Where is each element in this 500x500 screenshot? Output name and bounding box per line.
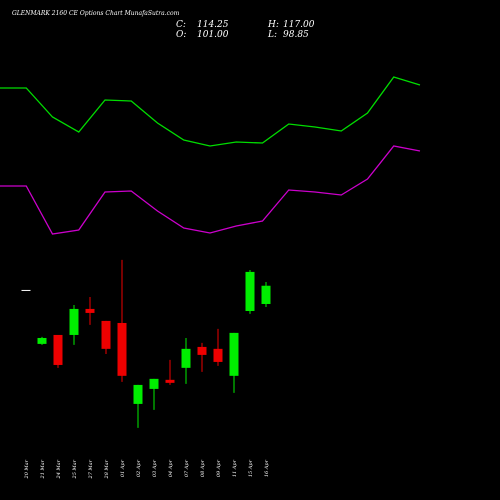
candle-body (149, 378, 159, 389)
candle-body (261, 285, 271, 304)
candle-body (101, 320, 111, 349)
open-value: 101.00 (197, 30, 229, 40)
x-tick-label: 20 Mar (24, 459, 30, 479)
candle-body (117, 322, 127, 376)
x-tick-label: 24 Mar (56, 459, 62, 479)
candle-body (53, 334, 63, 365)
close-label: C: (176, 20, 186, 30)
chart-title: GLENMARK 2160 CE Options Chart MunafaSut… (12, 10, 180, 17)
x-tick-label: 03 Apr (152, 459, 158, 477)
candle-body (229, 332, 239, 376)
x-tick-label: 07 Apr (184, 459, 190, 477)
overlay-line (0, 76, 421, 147)
x-tick-label: 04 Apr (168, 459, 174, 477)
x-tick-label: 21 Mar (40, 459, 46, 479)
x-tick-label: 27 Mar (88, 459, 94, 479)
low-value: 98.85 (283, 30, 309, 40)
high-label: H: (267, 20, 279, 30)
x-tick-label: 25 Mar (72, 459, 78, 479)
candle-body (69, 308, 79, 335)
candle-body (133, 384, 143, 404)
candle-body (21, 289, 31, 291)
x-tick-label: 09 Apr (216, 459, 222, 477)
candle-body (165, 379, 175, 383)
candle-body (37, 337, 47, 344)
candle-body (245, 271, 255, 312)
x-tick-label: 08 Apr (200, 459, 206, 477)
x-tick-label: 28 Mar (104, 459, 110, 479)
x-tick-label: 15 Apr (248, 459, 254, 477)
x-tick-label: 02 Apr (136, 459, 142, 477)
candle-body (85, 308, 95, 313)
x-tick-label: 01 Apr (120, 459, 126, 477)
low-label: L: (267, 30, 277, 40)
x-tick-label: 16 Apr (264, 459, 270, 477)
overlay-line (0, 145, 421, 235)
candle-body (213, 348, 223, 362)
close-value: 114.25 (197, 20, 229, 30)
high-value: 117.00 (283, 20, 315, 30)
open-label: O: (176, 30, 186, 40)
x-tick-label: 11 Apr (232, 459, 238, 477)
candle-body (197, 346, 207, 355)
candle-body (181, 348, 191, 368)
